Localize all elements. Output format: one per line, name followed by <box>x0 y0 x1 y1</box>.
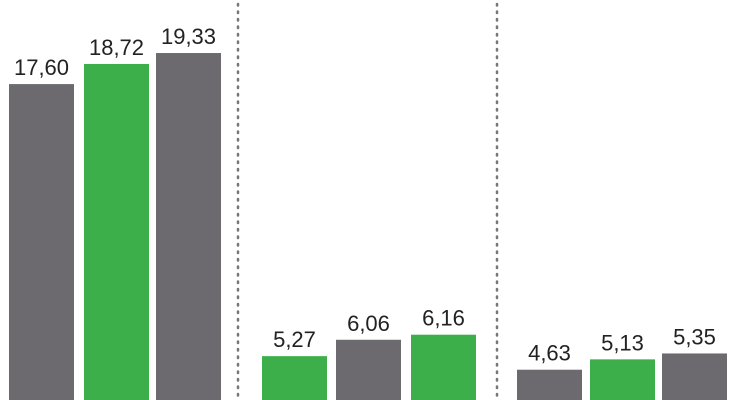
bar-value-label: 4,63 <box>528 341 571 366</box>
bar-value-label: 18,72 <box>89 35 144 60</box>
bar-value-label: 19,33 <box>161 24 216 49</box>
bar-value-label: 5,27 <box>273 327 316 352</box>
bar <box>411 334 476 400</box>
bar <box>9 84 74 400</box>
bar <box>156 53 221 400</box>
bar <box>262 356 327 400</box>
bar <box>590 359 655 400</box>
bar <box>517 369 582 400</box>
bar <box>336 339 401 400</box>
bar-value-label: 17,60 <box>14 55 69 80</box>
bar <box>662 353 727 400</box>
bar-value-label: 6,06 <box>347 311 390 336</box>
bar-value-label: 5,13 <box>601 330 644 355</box>
bar-value-label: 6,16 <box>422 306 465 331</box>
bar <box>84 63 149 400</box>
bar-value-label: 5,35 <box>673 324 716 349</box>
